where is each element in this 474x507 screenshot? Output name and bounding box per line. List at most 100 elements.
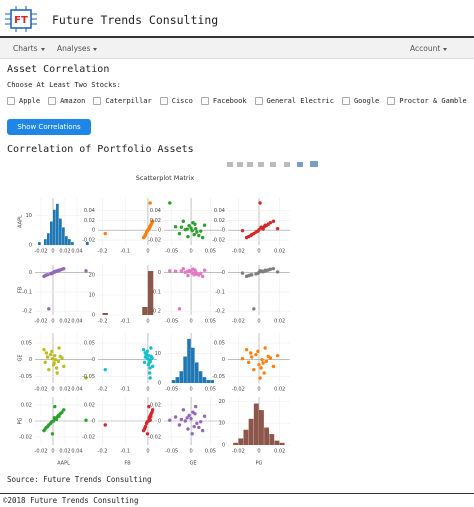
point bbox=[275, 353, 280, 358]
checkbox[interactable] bbox=[387, 97, 396, 105]
option[interactable]: Facebook bbox=[200, 97, 247, 105]
option[interactable]: Google bbox=[341, 97, 379, 105]
hist-bar bbox=[233, 442, 239, 445]
nav-account[interactable]: Account bbox=[410, 44, 448, 53]
x-tick-label: 0 bbox=[51, 387, 54, 393]
y-tick-label: -0.02 bbox=[82, 238, 95, 244]
checkbox[interactable] bbox=[159, 97, 168, 105]
point bbox=[149, 346, 153, 350]
point bbox=[145, 432, 150, 436]
point bbox=[200, 428, 205, 433]
modebar[interactable] bbox=[227, 161, 318, 167]
option[interactable]: Amazon bbox=[48, 97, 85, 105]
point bbox=[145, 356, 150, 361]
point bbox=[45, 424, 50, 429]
x-tick-label: 0 bbox=[146, 449, 149, 455]
option-label: Cisco bbox=[171, 97, 193, 105]
point bbox=[271, 266, 276, 271]
y-tick-label: 0 bbox=[222, 228, 225, 234]
y-tick-label: 0 bbox=[92, 228, 95, 234]
point bbox=[249, 351, 253, 355]
point bbox=[42, 347, 46, 352]
x-tick-label: 0.04 bbox=[71, 387, 82, 393]
checkbox[interactable] bbox=[93, 97, 102, 105]
logo-text: FT bbox=[14, 15, 28, 26]
point bbox=[187, 224, 191, 228]
point bbox=[271, 364, 276, 369]
x-tick-label: -0.02 bbox=[232, 249, 245, 255]
point bbox=[260, 357, 264, 362]
x-axis-label: AAPL bbox=[57, 461, 70, 467]
point bbox=[199, 229, 203, 233]
y-tick-label: -0.02 bbox=[148, 435, 161, 441]
point bbox=[275, 226, 280, 231]
x-tick-label: 0.04 bbox=[71, 249, 82, 255]
option-label: Proctor & Gamble bbox=[399, 97, 467, 105]
x-tick-label: 0.02 bbox=[59, 449, 70, 455]
nav-charts[interactable]: Charts bbox=[13, 44, 45, 53]
x-tick-label: 0 bbox=[257, 387, 260, 393]
point bbox=[58, 354, 62, 359]
show-button[interactable]: Show Correlations bbox=[7, 119, 91, 135]
checkbox[interactable] bbox=[341, 97, 350, 105]
checkbox[interactable] bbox=[254, 97, 263, 105]
option[interactable]: General Electric bbox=[254, 97, 334, 105]
x-tick-label: 0.02 bbox=[274, 387, 285, 393]
x-tick-label: -0.05 bbox=[165, 319, 178, 325]
point bbox=[168, 201, 172, 205]
logo: FT bbox=[5, 6, 37, 32]
option[interactable]: Apple bbox=[7, 97, 40, 105]
x-axis-label: PG bbox=[256, 461, 263, 467]
navbar: Charts Analyses Account bbox=[0, 38, 474, 59]
point bbox=[181, 408, 186, 412]
footer: ©2018 Future Trends Consulting bbox=[3, 496, 139, 505]
point bbox=[186, 427, 190, 431]
point bbox=[43, 427, 47, 431]
y-tick-label: 0.05 bbox=[214, 341, 225, 347]
x-tick-label: 0.04 bbox=[71, 449, 82, 455]
y-tick-label: 0.05 bbox=[21, 341, 32, 347]
x-tick-label: 0 bbox=[146, 249, 149, 255]
form-prompt: Choose At Least Two Stocks: bbox=[7, 81, 121, 89]
point bbox=[50, 349, 54, 354]
option[interactable]: Cisco bbox=[159, 97, 193, 105]
y-tick-label: 0 bbox=[222, 357, 225, 363]
hist-bar bbox=[198, 371, 203, 383]
point bbox=[179, 225, 184, 229]
option[interactable]: Proctor & Gamble bbox=[387, 97, 467, 105]
x-tick-label: -0.02 bbox=[232, 449, 245, 455]
checkbox[interactable] bbox=[7, 97, 15, 105]
hist-bar bbox=[183, 356, 187, 383]
point bbox=[246, 273, 251, 278]
nav-label: Analyses bbox=[57, 44, 91, 53]
point bbox=[145, 228, 150, 233]
point bbox=[194, 270, 198, 274]
y-tick-label: -0.1 bbox=[22, 289, 32, 295]
hist-bar bbox=[71, 242, 74, 245]
option[interactable]: Caterpillar bbox=[93, 97, 152, 105]
y-tick-label: -0.1 bbox=[151, 289, 161, 295]
x-tick-label: -0.1 bbox=[120, 449, 130, 455]
y-tick-label: 0 bbox=[222, 443, 225, 449]
y-tick-label: 20 bbox=[219, 399, 225, 405]
nav-analyses[interactable]: Analyses bbox=[57, 44, 98, 53]
point bbox=[181, 266, 186, 271]
checkbox[interactable] bbox=[200, 97, 209, 105]
point bbox=[142, 427, 147, 431]
y-tick-label: 0.02 bbox=[84, 218, 95, 224]
point bbox=[244, 347, 249, 352]
y-tick-label: 0 bbox=[158, 419, 161, 425]
point bbox=[148, 371, 152, 375]
point bbox=[199, 420, 203, 424]
point bbox=[190, 432, 194, 436]
point bbox=[192, 232, 196, 237]
checkbox[interactable] bbox=[48, 97, 57, 105]
hist-bar bbox=[59, 218, 62, 245]
options: Apple Amazon Caterpillar Cisco Facebook Gener… bbox=[7, 97, 467, 105]
y-axis-label: PG bbox=[18, 417, 24, 424]
hist-bar bbox=[68, 239, 71, 245]
hist-bar bbox=[248, 418, 254, 445]
point bbox=[266, 354, 270, 359]
point bbox=[142, 360, 147, 365]
point bbox=[192, 424, 196, 429]
